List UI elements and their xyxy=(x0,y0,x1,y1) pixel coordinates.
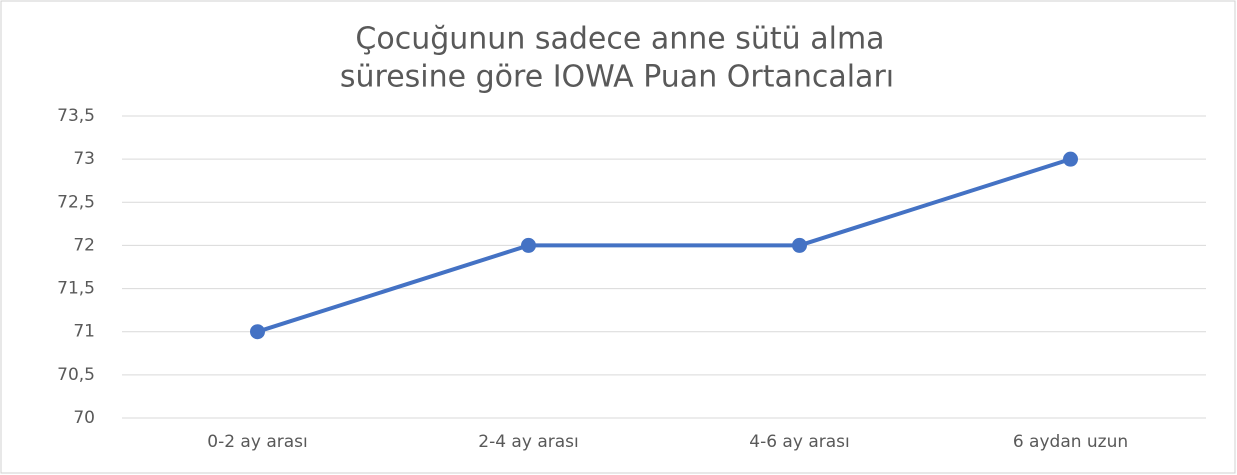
data-point xyxy=(792,237,807,253)
data-point xyxy=(250,324,265,340)
line-series xyxy=(256,157,1072,334)
y-tick-label: 72 xyxy=(73,235,95,255)
x-tick-label: 4-6 ay arası xyxy=(749,432,849,452)
y-tick-label: 72,5 xyxy=(57,192,95,212)
y-tick-label: 70,5 xyxy=(57,365,95,385)
x-tick-label: 6 aydan uzun xyxy=(1013,432,1128,452)
y-tick-label: 71,5 xyxy=(57,279,95,299)
y-tick-label: 70 xyxy=(73,408,95,428)
x-tick-label: 2-4 ay arası xyxy=(478,432,578,452)
y-tick-label: 73,5 xyxy=(57,106,95,126)
y-tick-label: 71 xyxy=(73,322,95,342)
chart-title: Çocuğunun sadece anne sütü alma xyxy=(355,22,884,57)
data-point xyxy=(1063,151,1078,167)
y-tick-label: 73 xyxy=(73,149,95,169)
x-tick-label: 0-2 ay arası xyxy=(207,432,307,452)
chart-title: süresine göre IOWA Puan Ortancaları xyxy=(340,60,894,95)
data-point xyxy=(521,237,536,253)
